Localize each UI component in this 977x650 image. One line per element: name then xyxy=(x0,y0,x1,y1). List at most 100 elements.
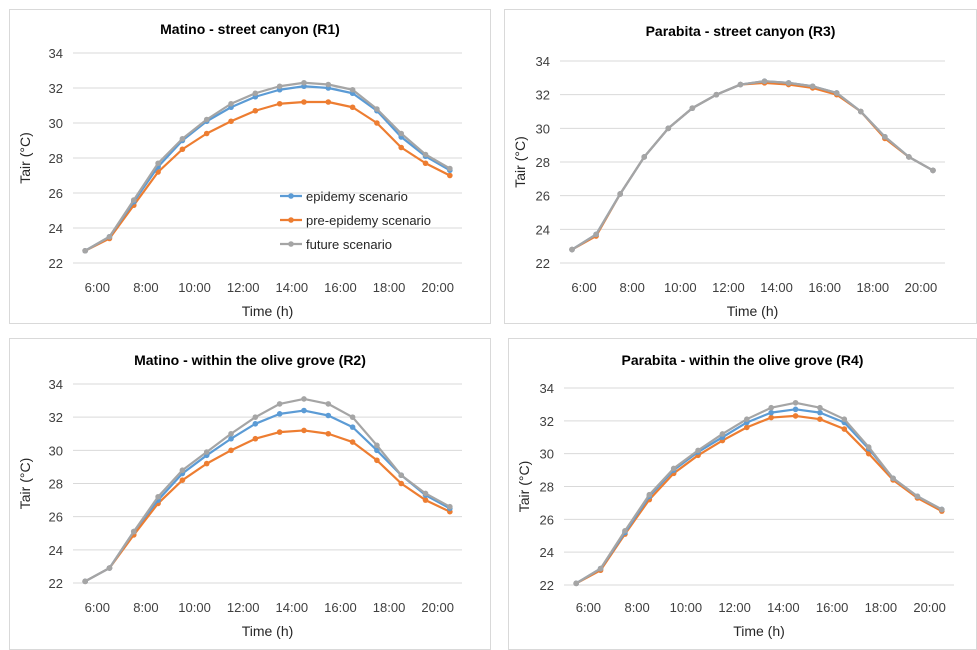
x-tick-label: 16:00 xyxy=(808,280,841,295)
y-tick-label: 30 xyxy=(540,447,554,462)
data-point xyxy=(325,412,332,419)
data-point xyxy=(349,86,356,93)
y-tick-label: 34 xyxy=(540,381,554,396)
x-axis-label: Time (h) xyxy=(242,303,294,319)
y-tick-label: 28 xyxy=(49,477,63,492)
data-point xyxy=(890,475,896,482)
x-tick-label: 20:00 xyxy=(421,280,454,295)
data-point xyxy=(276,100,283,107)
data-point xyxy=(447,165,453,172)
data-point xyxy=(301,99,307,105)
series-line xyxy=(84,81,451,252)
chart-parabita-olive-grove: Parabita - within the olive grove (R4) 22… xyxy=(516,352,954,639)
data-point xyxy=(719,431,726,437)
y-tick-label: 24 xyxy=(540,545,554,560)
x-tick-label: 6:00 xyxy=(85,280,110,295)
chart-parabita-street-canyon: Parabita - street canyon (R3) 22 24 26 28 30 3… xyxy=(512,23,945,319)
data-point xyxy=(422,151,429,158)
series-line xyxy=(575,408,943,585)
x-tick-label: 12:00 xyxy=(718,600,751,615)
data-point xyxy=(792,413,799,419)
data-point xyxy=(349,439,356,445)
data-point xyxy=(155,493,161,500)
data-point xyxy=(930,167,936,174)
y-tick-label: 22 xyxy=(536,256,550,271)
y-tick-label: 32 xyxy=(49,410,63,425)
data-point xyxy=(82,247,88,254)
data-point xyxy=(744,416,750,422)
data-point xyxy=(785,80,792,86)
data-point xyxy=(252,421,259,427)
y-tick-label: 24 xyxy=(536,222,550,237)
data-point xyxy=(130,197,137,203)
y-tick-label: 26 xyxy=(49,510,63,525)
data-point xyxy=(914,493,921,500)
data-point xyxy=(792,406,799,413)
y-tick-label: 24 xyxy=(49,221,63,236)
y-axis-label: Tair (°C) xyxy=(17,132,33,183)
data-point xyxy=(276,83,283,90)
series-line xyxy=(84,397,451,583)
legend-marker xyxy=(288,193,294,199)
x-tick-label: 8:00 xyxy=(624,600,649,615)
data-point xyxy=(817,409,823,416)
data-point xyxy=(761,78,768,84)
data-point xyxy=(398,130,405,137)
data-point xyxy=(301,427,307,434)
x-tick-label: 20:00 xyxy=(913,600,946,615)
data-point xyxy=(809,83,816,90)
y-tick-label: 24 xyxy=(49,543,63,558)
data-point xyxy=(228,435,234,442)
x-tick-label: 6:00 xyxy=(571,280,596,295)
x-tick-label: 16:00 xyxy=(816,600,849,615)
data-point xyxy=(179,477,186,483)
data-point xyxy=(203,130,210,137)
series-line xyxy=(84,100,451,252)
data-point xyxy=(228,118,234,125)
y-axis-label: Tair (°C) xyxy=(512,136,528,187)
x-tick-label: 12:00 xyxy=(227,600,260,615)
x-tick-label: 8:00 xyxy=(133,600,158,615)
data-point xyxy=(325,401,332,407)
series-line xyxy=(575,414,943,585)
data-point xyxy=(447,172,453,179)
legend-label: pre-epidemy scenario xyxy=(306,213,431,228)
x-tick-label: 20:00 xyxy=(421,600,454,615)
data-point xyxy=(422,160,429,167)
data-point xyxy=(349,424,356,430)
data-point xyxy=(593,231,599,238)
data-point xyxy=(865,444,872,450)
data-point xyxy=(713,91,720,98)
y-axis-label: Tair (°C) xyxy=(516,461,532,512)
data-point xyxy=(792,399,799,406)
data-point xyxy=(768,409,774,416)
data-point xyxy=(325,99,332,105)
chart-matino-street-canyon: Matino - street canyon (R1) 22 24 26 28 30 32 3… xyxy=(17,21,462,319)
data-point xyxy=(106,233,113,240)
data-point xyxy=(106,565,113,571)
y-tick-label: 34 xyxy=(49,377,63,392)
data-point xyxy=(252,435,259,442)
data-point xyxy=(349,104,356,111)
y-tick-label: 30 xyxy=(536,121,550,136)
data-point xyxy=(817,404,823,411)
data-point xyxy=(276,401,283,407)
x-axis-label: Time (h) xyxy=(242,623,294,639)
series-line xyxy=(571,80,934,251)
data-point xyxy=(833,90,840,96)
x-tick-label: 18:00 xyxy=(373,280,406,295)
legend-marker xyxy=(288,241,294,247)
data-point xyxy=(82,578,88,585)
x-tick-label: 16:00 xyxy=(324,600,357,615)
chart-title: Parabita - within the olive grove (R4) xyxy=(622,352,864,368)
data-point xyxy=(325,81,332,88)
data-point xyxy=(646,491,653,498)
data-point xyxy=(665,125,672,132)
data-point xyxy=(252,90,259,97)
y-tick-label: 34 xyxy=(536,54,550,69)
data-point xyxy=(422,497,429,503)
x-tick-label: 8:00 xyxy=(620,280,645,295)
data-point xyxy=(882,133,888,140)
x-tick-label: 18:00 xyxy=(865,600,898,615)
x-axis-label: Time (h) xyxy=(727,303,779,319)
